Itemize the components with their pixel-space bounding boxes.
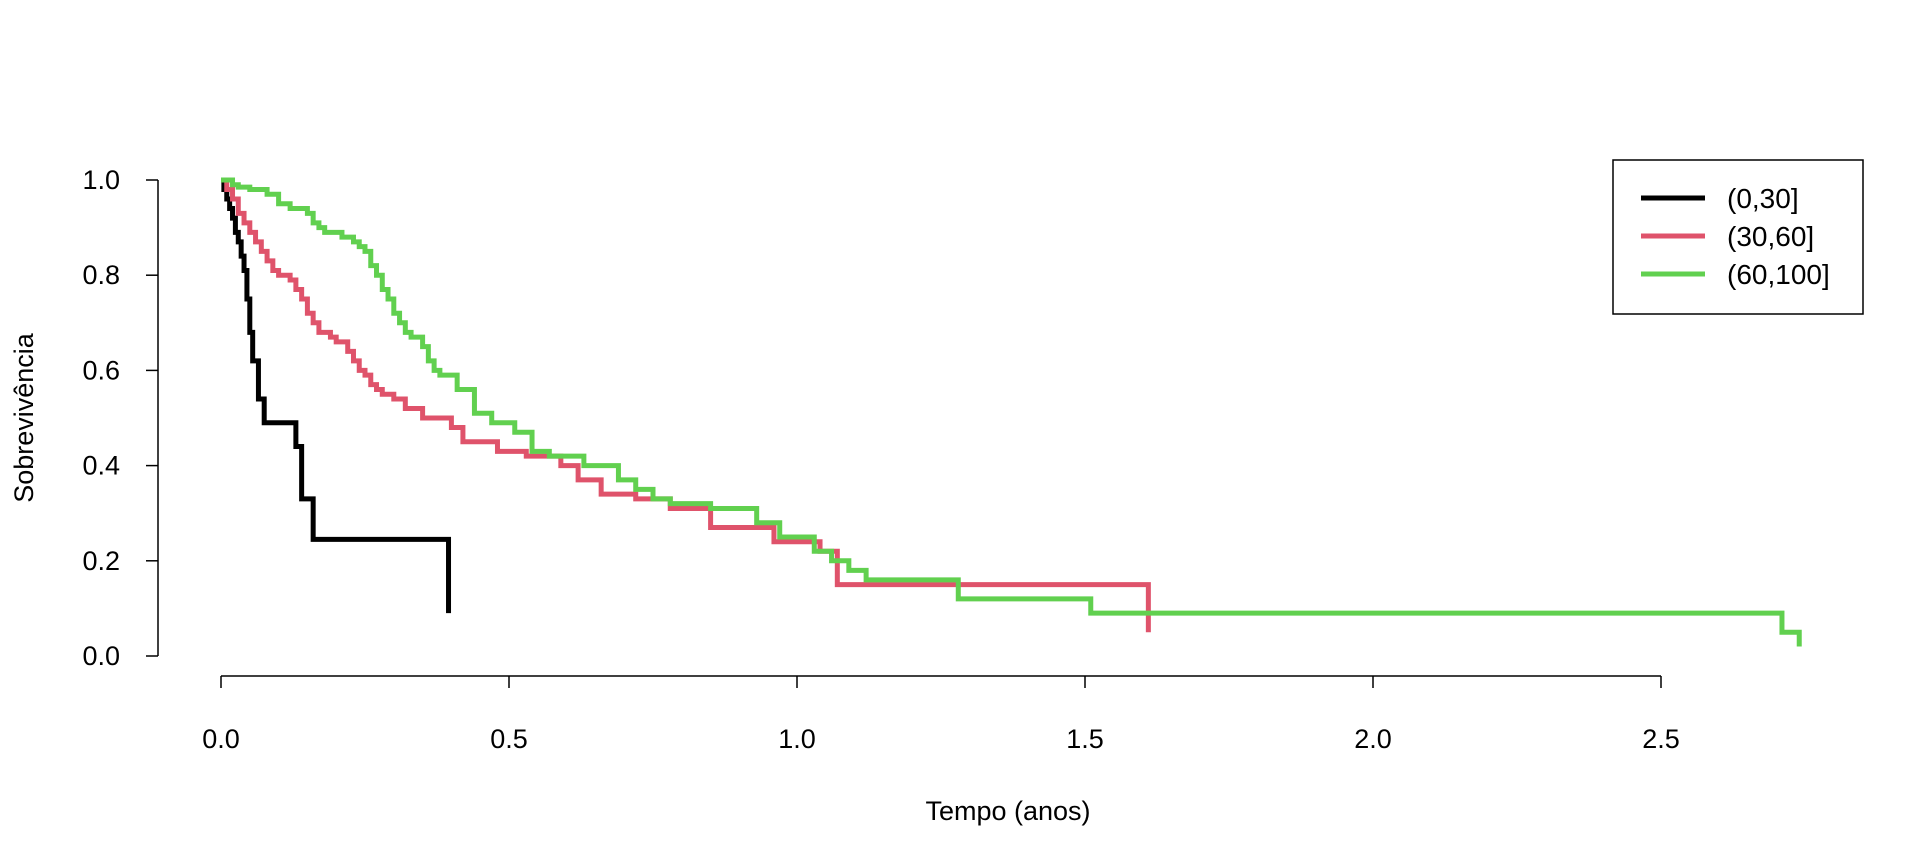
legend-label-30-60: (30,60] <box>1727 221 1814 252</box>
y-tick-label: 1.0 <box>82 165 120 195</box>
x-tick-label: 2.0 <box>1354 724 1392 754</box>
x-axis-title: Tempo (anos) <box>925 796 1090 826</box>
survival-curve-2 <box>221 177 1802 647</box>
x-tick-label: 1.0 <box>778 724 816 754</box>
y-axis-title: Sobrevivência <box>9 332 39 503</box>
legend-label-0-30: (0,30] <box>1727 183 1799 214</box>
axes: 0.0 0.5 1.0 1.5 2.0 2.5 0.0 0.2 0.4 0.6 0.8 1.0 <box>82 165 1679 754</box>
x-tick-label: 1.5 <box>1066 724 1104 754</box>
y-tick-label: 0.0 <box>82 641 120 671</box>
x-tick-label: 2.5 <box>1642 724 1680 754</box>
legend: (0,30] (30,60] (60,100] <box>1612 159 1864 315</box>
y-tick-label: 0.8 <box>82 260 120 290</box>
survival-curve-0 <box>221 177 452 614</box>
x-tick-label: 0.0 <box>202 724 240 754</box>
y-tick-label: 0.2 <box>82 546 120 576</box>
y-tick-label: 0.6 <box>82 355 120 385</box>
survival-curve-1 <box>221 177 1151 633</box>
y-tick-label: 0.4 <box>82 451 120 481</box>
plot-series <box>221 177 1802 647</box>
legend-label-60-100: (60,100] <box>1727 259 1830 290</box>
x-tick-label: 0.5 <box>490 724 528 754</box>
